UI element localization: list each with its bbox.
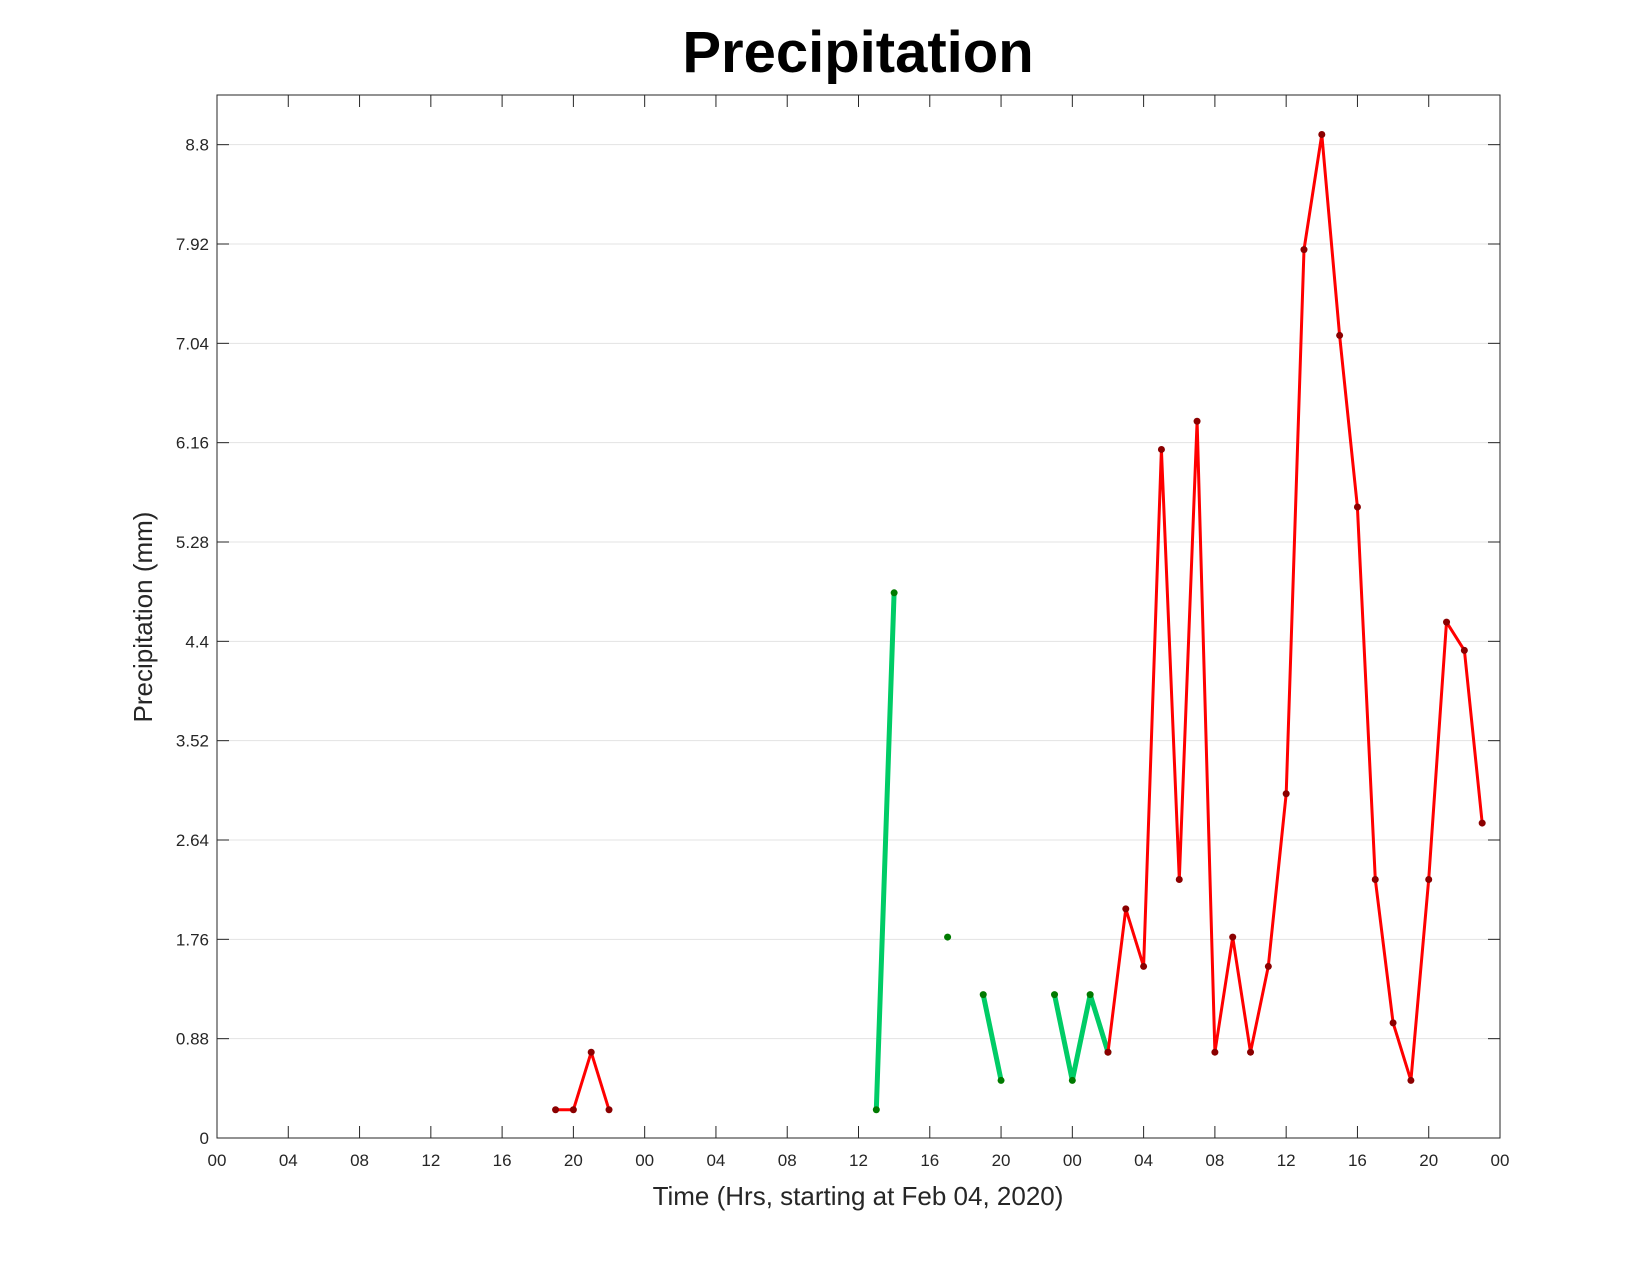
green-data-point bbox=[1068, 1076, 1076, 1084]
y-tick-label: 2.64 bbox=[176, 831, 209, 850]
data-series bbox=[552, 131, 1486, 1114]
red-data-point bbox=[1157, 445, 1165, 453]
red-data-point bbox=[1460, 646, 1468, 654]
red-data-point bbox=[1389, 1019, 1397, 1027]
red-data-point bbox=[1247, 1048, 1255, 1056]
red-data-point bbox=[605, 1106, 613, 1114]
x-tick-label: 04 bbox=[706, 1151, 725, 1170]
red-data-point bbox=[1478, 819, 1486, 827]
red-data-point bbox=[1443, 618, 1451, 626]
x-tick-label: 16 bbox=[920, 1151, 939, 1170]
x-tick-labels: 00 04 08 12 16 20 00 04 08 12 16 20 00 04 08 12 16 20 00 bbox=[208, 1151, 1510, 1170]
red-data-point bbox=[569, 1106, 577, 1114]
red-data-point bbox=[1318, 131, 1326, 139]
y-tick-label: 7.92 bbox=[176, 235, 209, 254]
chart-title: Precipitation bbox=[682, 20, 1033, 85]
red-data-point bbox=[1122, 905, 1130, 913]
x-tick-label: 08 bbox=[1205, 1151, 1224, 1170]
red-data-point bbox=[1193, 417, 1201, 425]
red-series bbox=[552, 131, 1486, 1114]
y-tick-labels: 0 0.88 1.76 2.64 3.52 4.4 5.28 6.16 7.04 7.92 8.8 bbox=[176, 136, 209, 1148]
red-data-point bbox=[1229, 933, 1237, 941]
green-data-point bbox=[944, 933, 952, 941]
red-data-point bbox=[1104, 1048, 1112, 1056]
red-data-point bbox=[1425, 876, 1433, 884]
green-data-point bbox=[1051, 991, 1059, 999]
green-data-point bbox=[872, 1106, 880, 1114]
y-tick-label: 6.16 bbox=[176, 434, 209, 453]
red-data-point bbox=[587, 1048, 595, 1056]
red-data-point bbox=[1353, 503, 1361, 511]
red-series-line bbox=[1106, 133, 1484, 1082]
red-data-point bbox=[1264, 962, 1272, 970]
x-tick-label: 16 bbox=[1348, 1151, 1367, 1170]
x-tick-label: 16 bbox=[493, 1151, 512, 1170]
red-data-point bbox=[1282, 790, 1290, 798]
grid-lines bbox=[217, 144, 1500, 1040]
x-tick-label: 00 bbox=[1491, 1151, 1510, 1170]
x-tick-label: 04 bbox=[279, 1151, 298, 1170]
plot-area bbox=[217, 95, 1500, 1138]
x-tick-label: 12 bbox=[1277, 1151, 1296, 1170]
red-data-point bbox=[1300, 246, 1308, 254]
x-tick-label: 04 bbox=[1134, 1151, 1153, 1170]
y-tick-label: 8.8 bbox=[185, 136, 209, 155]
red-data-point bbox=[1336, 331, 1344, 339]
red-data-point bbox=[1211, 1048, 1219, 1056]
x-tick-label: 08 bbox=[778, 1151, 797, 1170]
green-series-line bbox=[1052, 992, 1111, 1083]
y-tick-label: 4.4 bbox=[185, 632, 209, 651]
y-tick-label: 1.76 bbox=[176, 930, 209, 949]
x-tick-label: 20 bbox=[992, 1151, 1011, 1170]
x-axis-title: Time (Hrs, starting at Feb 04, 2020) bbox=[653, 1181, 1064, 1211]
x-tick-label: 20 bbox=[1419, 1151, 1438, 1170]
y-tick-label: 5.28 bbox=[176, 533, 209, 552]
green-series-line bbox=[980, 992, 1004, 1083]
green-series bbox=[872, 589, 1112, 1114]
y-axis-title: Precipitation (mm) bbox=[128, 512, 158, 723]
green-data-point bbox=[979, 991, 987, 999]
red-data-point bbox=[1140, 962, 1148, 970]
x-tick-label: 12 bbox=[849, 1151, 868, 1170]
x-tick-label: 00 bbox=[635, 1151, 654, 1170]
x-tick-label: 08 bbox=[350, 1151, 369, 1170]
red-data-point bbox=[1407, 1076, 1415, 1084]
y-tick-label: 7.04 bbox=[176, 334, 209, 353]
y-tick-label: 0 bbox=[200, 1129, 209, 1148]
x-tick-label: 00 bbox=[1063, 1151, 1082, 1170]
red-series-line bbox=[554, 1050, 611, 1112]
green-data-point bbox=[997, 1076, 1005, 1084]
green-data-point bbox=[1086, 991, 1094, 999]
y-tick-label: 0.88 bbox=[176, 1030, 209, 1049]
x-tick-label: 20 bbox=[564, 1151, 583, 1170]
x-tick-label: 00 bbox=[208, 1151, 227, 1170]
y-tick-label: 3.52 bbox=[176, 732, 209, 751]
x-tick-label: 12 bbox=[421, 1151, 440, 1170]
red-data-point bbox=[552, 1106, 560, 1114]
red-data-point bbox=[1371, 876, 1379, 884]
plot-frame bbox=[216, 94, 1501, 1139]
red-data-point bbox=[1175, 876, 1183, 884]
green-data-point bbox=[890, 589, 898, 597]
green-series-line bbox=[873, 590, 897, 1113]
